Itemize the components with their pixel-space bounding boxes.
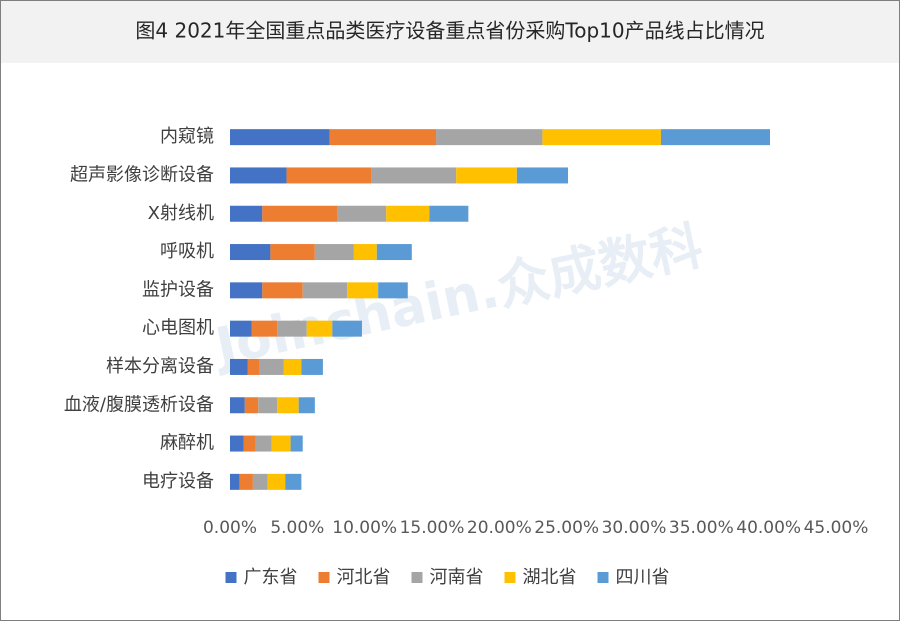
x-tick-label: 15.00% [400,518,465,538]
x-tick-label: 40.00% [736,518,801,538]
legend-label: 河北省 [337,567,391,588]
bar-segment [247,358,260,375]
bar-segment [542,129,661,146]
legend-swatch [411,572,423,583]
y-tick-label: 血液/腹膜透析设备 [64,394,214,415]
bar-segment [283,358,302,375]
bar-segment [337,205,387,222]
legend-swatch [318,572,330,583]
bar-segment [251,320,278,337]
x-tick-label: 10.00% [332,518,397,538]
bar-segment [230,473,240,490]
bar-segment [259,358,284,375]
bar-segment [456,167,517,184]
bar-segment [332,320,362,337]
bar-segment [262,205,338,222]
y-tick-label: 电疗设备 [142,471,214,492]
bar-segment [271,435,291,452]
y-tick-label: X射线机 [148,203,214,224]
x-tick-label: 25.00% [534,518,599,538]
bar-segment [230,282,263,299]
bar-segment [243,435,256,452]
bar-segment [436,129,543,146]
bar-segment [347,282,379,299]
x-tick-label: 0.00% [203,518,257,538]
bar-segment [290,435,303,452]
bar-segment [230,435,244,452]
bar-segment [255,435,272,452]
bar-segment [230,358,248,375]
bar-segment [516,167,569,184]
bar-segment [277,397,299,414]
bar-segment [353,244,377,261]
bar-segment [329,129,437,146]
bar-segment [230,205,263,222]
bar-segment [258,397,278,414]
bar-segment [230,129,330,146]
y-tick-label: 超声影像诊断设备 [70,164,214,185]
bar-segment [230,397,245,414]
bar-segment [371,167,457,184]
bar-segment [301,358,323,375]
bar-segment [230,167,287,184]
bar-segment [376,244,412,261]
y-tick-label: 心电图机 [142,318,214,339]
bar-segment [298,397,315,414]
bar-segment [660,129,771,146]
title-band [1,1,899,63]
y-tick-label: 麻醉机 [160,433,214,454]
legend-label: 湖北省 [523,567,577,588]
y-tick-label: 监护设备 [142,279,214,300]
x-tick-label: 5.00% [270,518,324,538]
legend-label: 广东省 [244,567,298,588]
bar-segment [286,167,372,184]
bar-segment [230,320,252,337]
bar-segment [262,282,303,299]
x-tick-label: 20.00% [467,518,532,538]
y-tick-label: 样本分离设备 [106,356,214,377]
chart-title: 图4 2021年全国重点品类医疗设备重点省份采购Top10产品线占比情况 [135,19,764,43]
x-tick-label: 45.00% [804,518,869,538]
bar-segment [386,205,430,222]
bar-segment [267,473,286,490]
bar-segment [429,205,469,222]
bar-segment [306,320,333,337]
bar-segment [314,244,354,261]
bar-segment [277,320,307,337]
y-tick-label: 呼吸机 [160,241,214,262]
bar-segment [285,473,302,490]
bar-segment [270,244,315,261]
legend-swatch [504,572,516,583]
bar-segment [244,397,259,414]
y-tick-label: 内窥镜 [160,126,214,147]
bar-segment [239,473,253,490]
bar-segment [302,282,348,299]
x-tick-label: 30.00% [602,518,667,538]
x-tick-label: 35.00% [669,518,734,538]
bar-segment [378,282,408,299]
legend-swatch [597,572,609,583]
legend-label: 四川省 [616,567,670,588]
legend-swatch [225,572,237,583]
legend-label: 河南省 [430,567,484,588]
bar-segment [252,473,268,490]
bar-segment [230,244,271,261]
